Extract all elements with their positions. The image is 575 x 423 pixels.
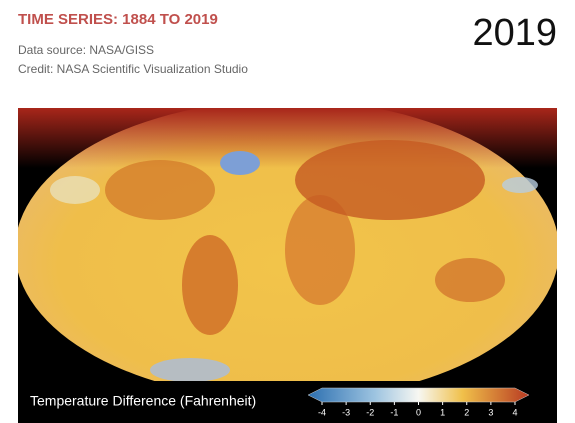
tick-label: 1 [440,407,445,417]
tick-label: -4 [318,407,326,417]
legend-label: Temperature Difference (Fahrenheit) [30,393,256,409]
tick-label: 3 [488,407,493,417]
tick-label: -2 [366,407,374,417]
credit: Credit: NASA Scientific Visualization St… [18,62,248,76]
tick-label: -3 [342,407,350,417]
colorbar [307,387,530,403]
source: Data source: NASA/GISS [18,43,155,57]
tick-label: 0 [416,407,421,417]
tick-label: 2 [464,407,469,417]
title: TIME SERIES: 1884 TO 2019 [18,11,218,28]
world-map [18,108,557,381]
year: 2019 [472,12,557,54]
tick-label: -1 [390,407,398,417]
tick-label: 4 [512,407,517,417]
